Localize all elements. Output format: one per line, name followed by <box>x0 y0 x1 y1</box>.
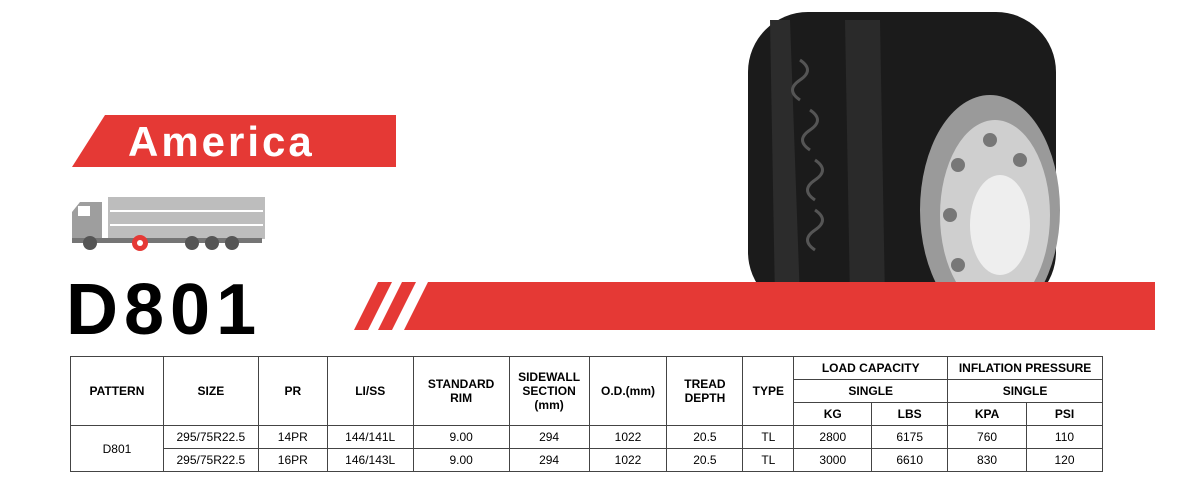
table-cell: 110 <box>1026 425 1103 449</box>
column-header: PATTERN <box>70 356 164 426</box>
table-cell: 14PR <box>257 425 328 449</box>
table-cell: 294 <box>508 425 590 449</box>
region-banner <box>72 115 396 167</box>
red-stripe <box>354 282 1155 330</box>
group-header: INFLATION PRESSURE <box>947 356 1103 380</box>
column-header: SIDEWALL SECTION (mm) <box>508 356 590 426</box>
table-cell: 1022 <box>588 425 668 449</box>
table-cell: 1022 <box>588 448 668 472</box>
unit-header: KG <box>793 402 873 426</box>
table-cell: TL <box>742 448 795 472</box>
unit-header: KPA <box>947 402 1027 426</box>
column-header: STANDARD RIM <box>412 356 510 426</box>
table-row: 295/75R22.5 16PR 146/143L 9.00 294 1022 20.5 TL… <box>71 448 1103 472</box>
spec-table: PATTERN SIZE PR LI/SS STANDARD RIM SIDEWALL S… <box>70 356 1103 472</box>
unit-header: LBS <box>871 402 949 426</box>
column-header: SIZE <box>162 356 259 426</box>
truck-icon <box>72 197 265 251</box>
table-row: D801 295/75R22.5 14PR 144/141L 9.00 294 1022 20… <box>70 425 1103 472</box>
column-header: O.D.(mm) <box>588 356 668 426</box>
table-cell: 6175 <box>871 425 949 449</box>
group-subheader: SINGLE <box>793 379 949 403</box>
artwork <box>72 12 1155 330</box>
table-cell: 120 <box>1026 448 1103 472</box>
table-cell: 295/75R22.5 <box>162 448 259 472</box>
table-row: PATTERN SIZE PR LI/SS STANDARD RIM SIDEWALL S… <box>70 356 1103 426</box>
table-cell: TL <box>742 425 795 449</box>
table-cell: 9.00 <box>412 448 510 472</box>
region-title: America <box>128 118 315 165</box>
column-header: PR <box>257 356 328 426</box>
table-cell: 16PR <box>257 448 328 472</box>
table-cell: 144/141L <box>326 425 414 449</box>
pattern-cell: D801 <box>70 425 164 472</box>
table-cell: 2800 <box>793 425 873 449</box>
table-cell: 20.5 <box>666 425 744 449</box>
table-cell: 146/143L <box>326 448 414 472</box>
column-header: TREAD DEPTH <box>666 356 744 426</box>
group-subheader: SINGLE <box>947 379 1103 403</box>
group-header: LOAD CAPACITY <box>793 356 949 380</box>
table-cell: 9.00 <box>412 425 510 449</box>
table-cell: 760 <box>947 425 1027 449</box>
table-cell: 3000 <box>793 448 873 472</box>
column-header: TYPE <box>742 356 795 426</box>
table-cell: 830 <box>947 448 1027 472</box>
model-title: D801 <box>66 270 263 350</box>
table-row: KG LBS KPA PSI <box>71 402 1103 426</box>
table-row: SINGLE SINGLE <box>71 379 1103 403</box>
table-cell: 295/75R22.5 <box>162 425 259 449</box>
column-header: LI/SS <box>326 356 414 426</box>
table-cell: 20.5 <box>666 448 744 472</box>
table-cell: 294 <box>508 448 590 472</box>
tire-image <box>748 12 1060 325</box>
table-cell: 6610 <box>871 448 949 472</box>
unit-header: PSI <box>1026 402 1103 426</box>
